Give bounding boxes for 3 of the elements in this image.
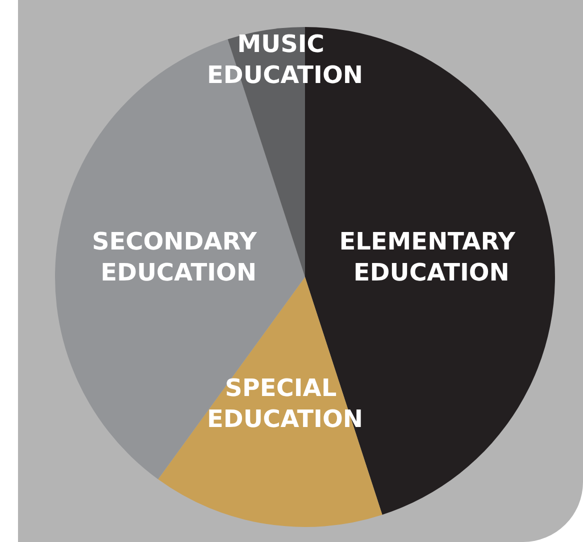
slice-label: ELEMENTARY EDUCATION xyxy=(339,227,524,286)
slice-label: SECONDARY EDUCATION xyxy=(92,227,266,286)
slice-label: MUSIC EDUCATION xyxy=(207,30,363,90)
